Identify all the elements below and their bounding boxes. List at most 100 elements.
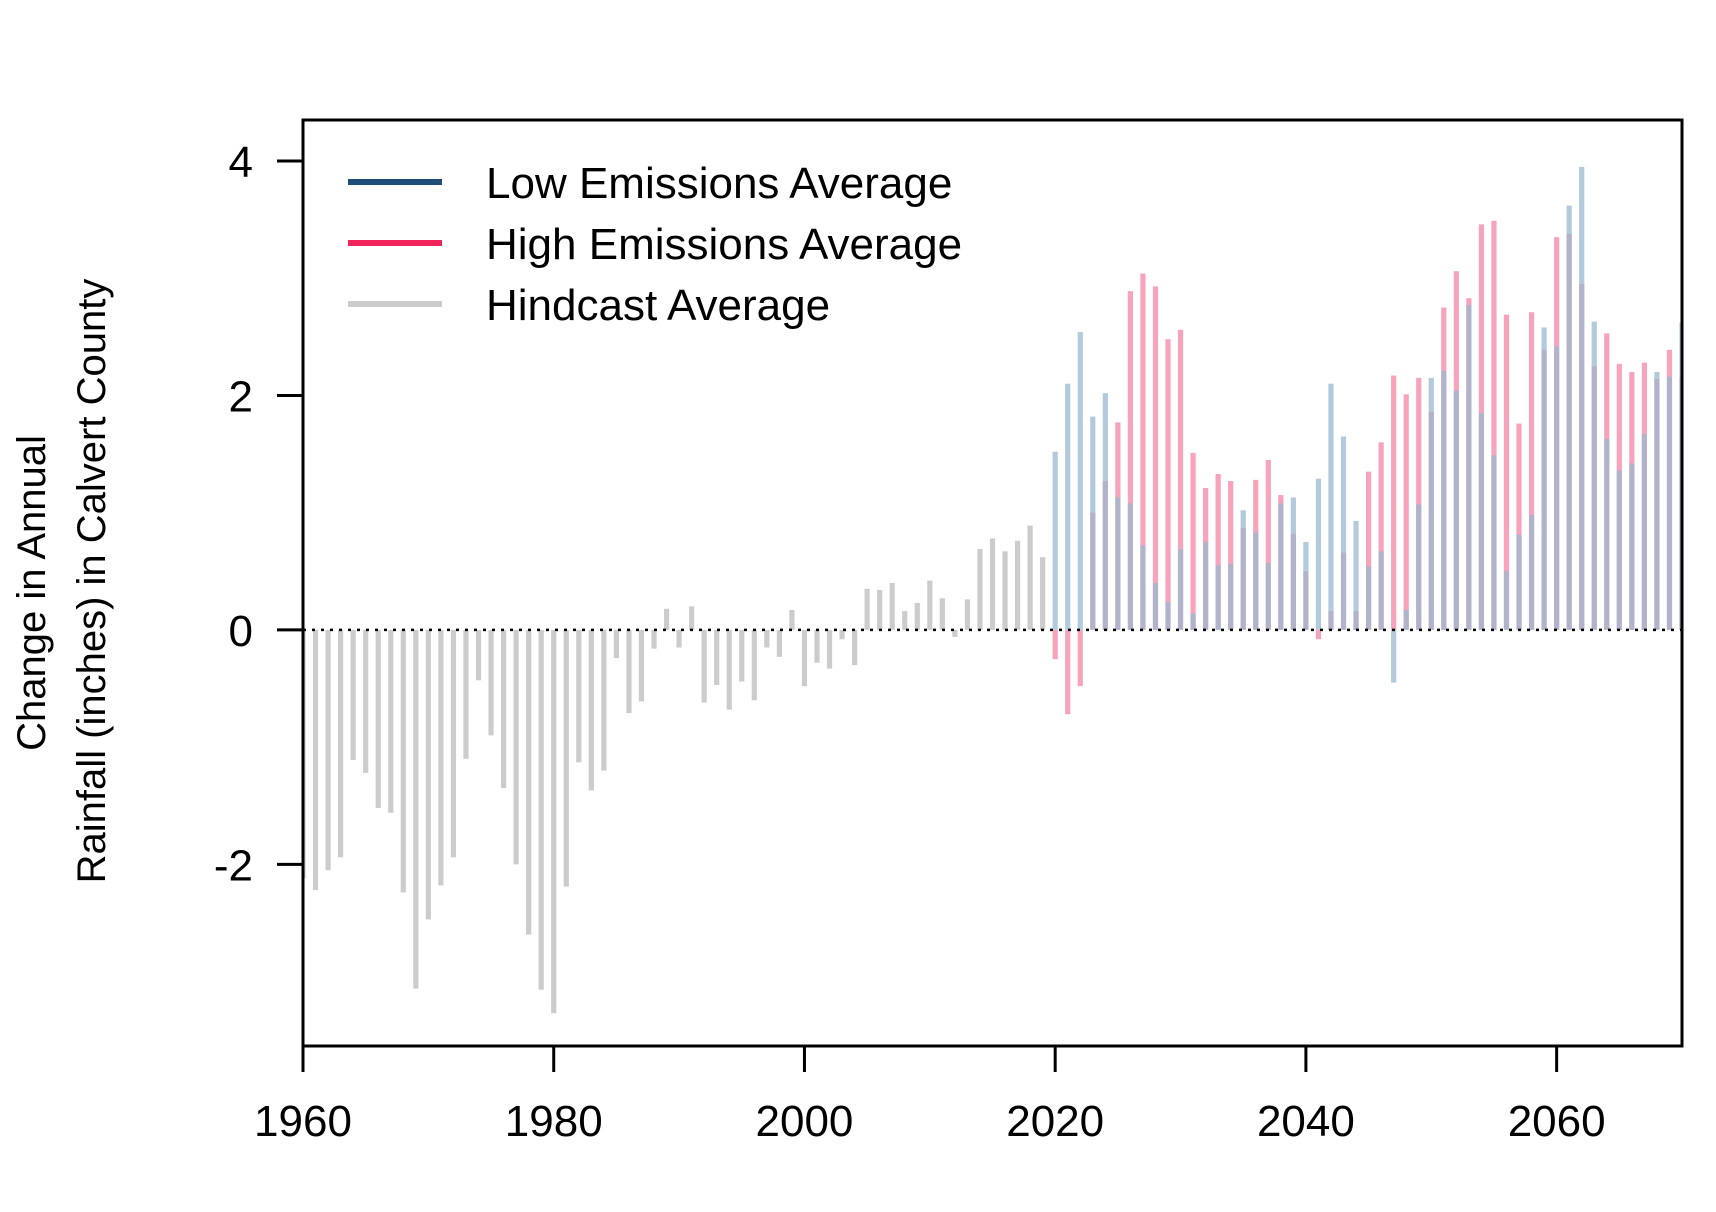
low-emissions-bar	[1641, 434, 1647, 630]
high-emissions-bar	[1152, 286, 1159, 630]
hindcast-bar	[551, 629, 557, 1014]
hindcast-bar	[877, 590, 883, 630]
low-emissions-bar	[1591, 321, 1597, 630]
y-tick-label: -2	[214, 841, 253, 890]
high-emissions-bar	[1378, 442, 1384, 630]
high-emissions-bar	[1140, 273, 1146, 630]
hindcast-bar	[701, 629, 707, 703]
low-emissions-bar	[1503, 571, 1510, 630]
high-emissions-bar	[1403, 394, 1409, 630]
high-emissions-bar	[1516, 423, 1522, 630]
hindcast-bar	[663, 608, 670, 630]
low-emissions-bar	[1391, 629, 1397, 683]
low-emissions-bar	[1416, 504, 1422, 630]
low-emissions-bar	[1441, 370, 1447, 630]
hindcast-bar	[939, 598, 945, 630]
y-tick-label: 4	[229, 138, 253, 187]
hindcast-bar	[952, 629, 958, 637]
hindcast-bar	[651, 629, 657, 649]
y-tick-label: 0	[229, 607, 253, 656]
hindcast-bar	[889, 583, 895, 630]
low-emissions-bar	[1303, 541, 1309, 630]
high-emissions-bar	[1265, 459, 1271, 630]
high-emissions-bar	[1077, 629, 1083, 687]
low-emissions-series	[1052, 166, 1682, 683]
high-emissions-bar	[1416, 377, 1422, 630]
hindcast-bar	[425, 629, 431, 920]
hindcast-bar	[839, 629, 845, 640]
hindcast-bar	[1027, 525, 1033, 630]
hindcast-bar	[726, 629, 732, 710]
x-tick-label: 2040	[1257, 1097, 1355, 1146]
low-emissions-bar	[1453, 390, 1459, 630]
hindcast-bar	[814, 629, 820, 663]
hindcast-bar	[1040, 557, 1046, 630]
hindcast-bar	[526, 629, 532, 935]
hindcast-bar	[500, 629, 507, 789]
low-emissions-bar	[1666, 376, 1673, 630]
x-tick-label: 2060	[1508, 1097, 1606, 1146]
legend: Low Emissions Average High Emissions Aver…	[348, 159, 962, 330]
hindcast-bar	[989, 538, 996, 630]
legend-label: High Emissions Average	[486, 220, 962, 269]
hindcast-bar	[338, 629, 344, 858]
x-tick-label: 2020	[1006, 1097, 1104, 1146]
hindcast-bar	[475, 629, 482, 681]
y-axis-label-line-2: Rainfall (inches) in Calvert County	[70, 279, 114, 884]
hindcast-bar	[902, 611, 908, 630]
low-emissions-bar	[1478, 413, 1485, 630]
high-emissions-bar	[1127, 291, 1133, 630]
low-emissions-bar	[1378, 551, 1384, 630]
hindcast-bar	[864, 588, 870, 630]
hindcast-bar	[325, 629, 331, 871]
legend-item: High Emissions Average	[348, 220, 962, 269]
hindcast-bar	[438, 629, 444, 886]
low-emissions-bar	[1340, 436, 1347, 630]
hindcast-bar	[513, 629, 519, 865]
legend-item: Low Emissions Average	[348, 159, 952, 208]
hindcast-bar	[563, 629, 569, 887]
low-emissions-bar	[1265, 563, 1271, 630]
hindcast-bar	[852, 629, 858, 666]
hindcast-bar	[914, 602, 920, 630]
hindcast-bar	[463, 629, 469, 759]
low-emissions-bar	[1528, 515, 1535, 630]
low-emissions-bar	[1177, 549, 1184, 630]
hindcast-bar	[676, 629, 682, 648]
low-emissions-bar	[1315, 478, 1322, 630]
hindcast-bar	[689, 606, 695, 630]
hindcast-bar	[826, 629, 833, 669]
hindcast-bar	[450, 629, 457, 858]
low-emissions-bar	[1127, 503, 1133, 630]
low-emissions-bar	[1491, 455, 1497, 630]
low-emissions-bar	[1566, 205, 1572, 630]
low-emissions-bar	[1541, 327, 1547, 630]
low-emissions-bar	[1629, 463, 1635, 630]
bars-layer	[303, 166, 1682, 1014]
high-emissions-bar	[1503, 314, 1510, 630]
hindcast-bar	[927, 580, 933, 630]
legend-label: Hindcast Average	[486, 281, 830, 330]
low-emissions-bar	[1466, 305, 1472, 630]
high-emissions-bar	[1215, 473, 1221, 630]
legend-label: Low Emissions Average	[486, 159, 952, 208]
low-emissions-bar	[1253, 532, 1259, 630]
low-emissions-bar	[1115, 497, 1121, 630]
high-emissions-series	[1052, 220, 1682, 715]
legend-item: Hindcast Average	[348, 281, 830, 330]
high-emissions-bar	[1491, 220, 1497, 630]
low-emissions-bar	[1240, 510, 1246, 630]
low-emissions-bar	[1077, 332, 1083, 630]
low-emissions-bar	[1328, 383, 1334, 630]
low-emissions-bar	[1152, 583, 1159, 630]
low-emissions-bar	[1428, 377, 1434, 630]
hindcast-bar	[576, 629, 582, 763]
hindcast-series	[303, 525, 1046, 1014]
plot-frame	[301, 118, 1684, 1048]
low-emissions-bar	[1554, 346, 1560, 630]
low-emissions-bar	[1215, 565, 1221, 630]
hindcast-bar	[588, 629, 594, 791]
axes-layer: 1960 1980 2000 2020 2040 2060 -2 0 2 4	[214, 138, 1606, 1146]
